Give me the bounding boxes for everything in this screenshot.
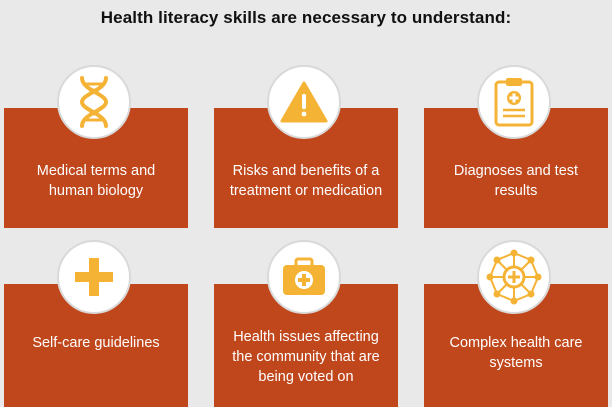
- first-aid-kit-icon: [283, 257, 325, 295]
- card-text: Risks and benefits of a treatment or med…: [229, 163, 383, 199]
- dna-icon: [79, 76, 109, 128]
- clipboard-icon: [494, 78, 534, 127]
- icon-circle: [477, 240, 551, 314]
- card-text: Health issues affecting the community th…: [232, 329, 380, 385]
- icon-circle: [267, 240, 341, 314]
- icon-circle: [57, 65, 131, 139]
- icon-circle: [57, 240, 131, 314]
- network-icon: [486, 249, 542, 305]
- page-title: Health literacy skills are necessary to …: [100, 8, 512, 27]
- card-text: Medical terms and human biology: [36, 163, 156, 199]
- card-text: Complex health care systems: [449, 335, 583, 371]
- icon-circle: [477, 65, 551, 139]
- card-text: Diagnoses and test results: [453, 163, 579, 199]
- card-text: Self-care guidelines: [32, 335, 160, 351]
- warning-icon: [280, 81, 328, 123]
- plus-icon: [75, 258, 113, 296]
- icon-circle: [267, 65, 341, 139]
